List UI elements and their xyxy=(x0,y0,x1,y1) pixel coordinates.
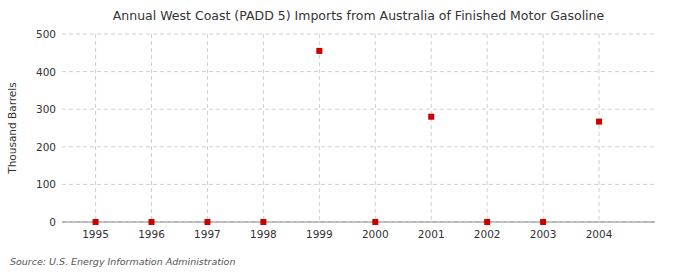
x-tick-label: 2004 xyxy=(586,228,613,240)
point xyxy=(204,219,210,225)
points xyxy=(93,48,602,225)
x-tick-label: 2001 xyxy=(418,228,445,240)
point xyxy=(596,119,602,125)
point xyxy=(149,219,155,225)
grid-line-x xyxy=(263,34,264,222)
grid-line-x xyxy=(487,34,488,222)
y-tick-label: 500 xyxy=(36,28,56,40)
grid-line-x xyxy=(151,34,152,222)
x-tick-label: 2002 xyxy=(474,228,501,240)
point xyxy=(316,48,322,54)
chart: Annual West Coast (PADD 5) Imports from … xyxy=(0,0,675,275)
grid-line-x xyxy=(95,34,96,222)
point xyxy=(540,219,546,225)
x-tick-label: 2000 xyxy=(362,228,389,240)
page: {"chart_data": {"type": "scatter", "titl… xyxy=(0,0,675,275)
y-axis-label: Thousand Barrels xyxy=(6,82,18,174)
y-tick-label: 100 xyxy=(36,178,56,190)
title: Annual West Coast (PADD 5) Imports from … xyxy=(113,8,605,23)
grid-line-y xyxy=(62,184,655,185)
x-tick-label: 2003 xyxy=(530,228,557,240)
y-tick-label: 0 xyxy=(49,216,56,228)
grid-line-x xyxy=(207,34,208,222)
point xyxy=(93,219,99,225)
point xyxy=(372,219,378,225)
y-tick-label: 200 xyxy=(36,141,56,153)
grid-line-y xyxy=(62,146,655,147)
grid-line-y xyxy=(62,34,655,35)
grid-line-x xyxy=(599,34,600,222)
x-tick-label: 1997 xyxy=(194,228,221,240)
grid-line-x xyxy=(543,34,544,222)
y-tick-label: 300 xyxy=(36,103,56,115)
y-tick-label: 400 xyxy=(36,66,56,78)
source: Source: U.S. Energy Information Administ… xyxy=(10,256,235,267)
grid-line-x xyxy=(319,34,320,222)
x-tick-label: 1996 xyxy=(138,228,165,240)
point xyxy=(428,114,434,120)
grid xyxy=(62,34,655,222)
grid-line-x xyxy=(431,34,432,222)
x-tick-label: 1998 xyxy=(250,228,277,240)
point xyxy=(484,219,490,225)
grid-line-y xyxy=(62,71,655,72)
point xyxy=(260,219,266,225)
grid-line-y xyxy=(62,109,655,110)
x-tick-label: 1995 xyxy=(82,228,109,240)
x-tick-label: 1999 xyxy=(306,228,333,240)
grid-line-x xyxy=(375,34,376,222)
